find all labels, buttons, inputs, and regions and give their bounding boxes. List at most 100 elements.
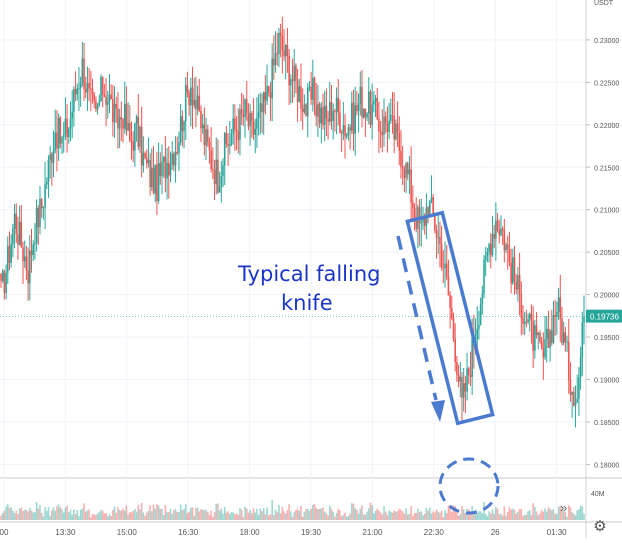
volume-bar bbox=[0, 515, 2, 520]
candle-body bbox=[457, 374, 460, 382]
candle-body bbox=[49, 154, 51, 160]
volume-bar bbox=[290, 511, 292, 520]
candle-down bbox=[105, 77, 107, 127]
candle-up bbox=[254, 118, 257, 154]
candle-down bbox=[195, 76, 197, 128]
annotation-line-2: knife bbox=[281, 291, 333, 315]
candle-body bbox=[225, 133, 228, 145]
candle-body bbox=[301, 108, 304, 112]
candle-up bbox=[174, 136, 177, 183]
candle-down bbox=[381, 109, 384, 153]
candle-body bbox=[22, 247, 24, 262]
candle-body bbox=[503, 230, 506, 251]
candle-body bbox=[330, 102, 333, 122]
volume-bar bbox=[552, 508, 555, 520]
volume-bar bbox=[86, 510, 89, 520]
candle-body bbox=[13, 213, 16, 229]
candle-down bbox=[412, 185, 414, 222]
candle-up bbox=[79, 76, 82, 107]
volume-bar bbox=[434, 512, 436, 520]
candle-down bbox=[386, 106, 389, 153]
volume-bar bbox=[518, 508, 521, 520]
candle-body bbox=[54, 132, 57, 151]
candle-down bbox=[496, 213, 499, 233]
candle-down bbox=[30, 228, 33, 273]
volume-bar bbox=[481, 513, 484, 520]
volume-bar bbox=[57, 504, 60, 520]
candle-body bbox=[462, 383, 465, 398]
candle-body bbox=[62, 134, 65, 138]
volume-bar bbox=[359, 508, 362, 520]
candle-up bbox=[293, 49, 295, 98]
volume-bar bbox=[486, 515, 489, 520]
volume-bar bbox=[442, 517, 445, 520]
candle-body bbox=[296, 80, 299, 102]
candle-up bbox=[45, 177, 48, 190]
candle-up bbox=[71, 89, 73, 139]
candle-down bbox=[305, 103, 307, 117]
candle-up bbox=[527, 313, 529, 325]
candle-body bbox=[291, 79, 294, 82]
candle-body bbox=[242, 114, 245, 118]
price-axis[interactable]: 0.23000 0.22500 0.22000 0.21500 0.21000 0.205… bbox=[585, 0, 619, 538]
candle-up bbox=[106, 91, 109, 119]
candle-up bbox=[169, 151, 172, 183]
scroll-right-icon[interactable]: » bbox=[560, 500, 567, 515]
candle-body bbox=[367, 91, 370, 114]
candle-down bbox=[145, 149, 148, 169]
volume-bar bbox=[537, 515, 540, 520]
candle-down bbox=[379, 121, 382, 149]
candle-up bbox=[486, 247, 489, 263]
candle-body bbox=[435, 230, 438, 238]
candle-body bbox=[317, 103, 319, 117]
candle-down bbox=[339, 99, 341, 134]
volume-bar bbox=[283, 511, 285, 520]
candle-up bbox=[5, 264, 7, 300]
candle-body bbox=[283, 50, 285, 57]
candle-body bbox=[88, 83, 90, 89]
candle-up bbox=[557, 287, 560, 321]
candle-down bbox=[520, 281, 523, 336]
volume-bar bbox=[84, 511, 87, 520]
candle-down bbox=[225, 126, 228, 148]
time-axis[interactable]: 00 13:30 15:00 16:30 18:00 19:30 21:00 22:30 26 0… bbox=[0, 528, 567, 537]
volume-bar bbox=[522, 515, 524, 520]
volume-bar bbox=[334, 516, 336, 520]
candle-up bbox=[495, 202, 497, 261]
volume-bar bbox=[195, 508, 197, 520]
volume-bar bbox=[203, 510, 206, 520]
candle-down bbox=[508, 231, 511, 267]
candle-body bbox=[234, 118, 236, 130]
candle-body bbox=[20, 221, 23, 248]
volume-bar bbox=[137, 504, 140, 520]
candle-body bbox=[205, 129, 207, 146]
volume-bar bbox=[62, 512, 65, 520]
candle-down bbox=[74, 71, 77, 102]
candle-body bbox=[186, 85, 189, 93]
candle-body bbox=[179, 116, 182, 143]
candle-up bbox=[323, 91, 326, 142]
candle-down bbox=[559, 274, 562, 342]
candle-down bbox=[518, 252, 521, 316]
volume-bar bbox=[456, 512, 458, 520]
volume-bar bbox=[506, 511, 509, 520]
candle-body bbox=[35, 207, 38, 244]
candle-body bbox=[315, 105, 318, 117]
volume-bar bbox=[557, 506, 560, 520]
candle-body bbox=[466, 368, 468, 392]
candle-down bbox=[440, 225, 443, 271]
candle-body bbox=[129, 122, 131, 141]
candle-up bbox=[222, 158, 224, 188]
candle-body bbox=[395, 123, 397, 140]
candle-down bbox=[401, 145, 404, 186]
price-tag: 0.19736 bbox=[586, 309, 622, 323]
settings-gear-icon[interactable]: ⚙ bbox=[593, 517, 607, 535]
candle-up bbox=[581, 311, 584, 376]
candle-up bbox=[201, 114, 204, 134]
annotation-line-1: Typical falling bbox=[237, 262, 380, 286]
candle-up bbox=[389, 98, 392, 124]
candle-down bbox=[164, 135, 167, 193]
volume-bar bbox=[396, 511, 399, 520]
